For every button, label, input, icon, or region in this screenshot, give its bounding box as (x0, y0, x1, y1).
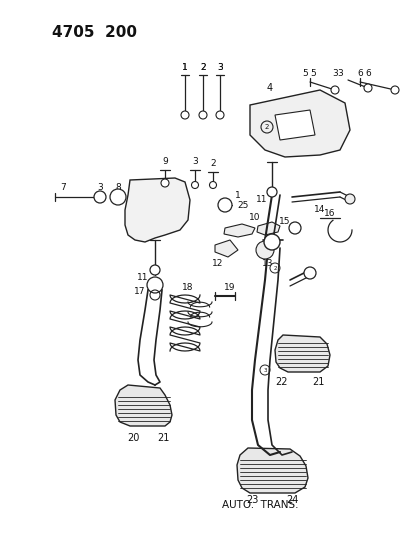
Circle shape (94, 191, 106, 203)
Polygon shape (237, 448, 308, 493)
Polygon shape (275, 335, 330, 372)
Text: 1: 1 (182, 63, 188, 72)
Polygon shape (224, 224, 255, 237)
Text: 3: 3 (217, 63, 223, 72)
Circle shape (216, 111, 224, 119)
Text: 1: 1 (182, 63, 188, 72)
Circle shape (161, 179, 169, 187)
Polygon shape (115, 385, 172, 426)
Text: 16: 16 (324, 209, 336, 219)
Text: 2: 2 (200, 63, 206, 72)
Text: 4: 4 (267, 83, 273, 93)
Circle shape (209, 182, 217, 189)
Text: 4705  200: 4705 200 (52, 25, 137, 40)
Text: 5: 5 (302, 69, 308, 78)
Text: 21: 21 (312, 377, 324, 387)
Text: 3: 3 (263, 367, 267, 373)
Text: 23: 23 (246, 495, 258, 505)
Text: 18: 18 (182, 284, 194, 293)
Circle shape (364, 84, 372, 92)
Text: 9: 9 (162, 157, 168, 166)
Text: 8: 8 (115, 183, 121, 192)
Text: 17: 17 (134, 287, 146, 296)
Text: 3: 3 (337, 69, 343, 77)
Text: 22: 22 (276, 377, 288, 387)
Text: 3: 3 (192, 157, 198, 166)
Text: 2: 2 (200, 63, 206, 72)
Text: 11: 11 (137, 273, 149, 282)
Circle shape (181, 111, 189, 119)
Polygon shape (250, 90, 350, 157)
Circle shape (264, 234, 280, 250)
Text: 3: 3 (97, 183, 103, 192)
Text: 6: 6 (365, 69, 371, 77)
Circle shape (199, 111, 207, 119)
Text: 20: 20 (127, 433, 139, 443)
Circle shape (256, 241, 274, 259)
Circle shape (150, 265, 160, 275)
Text: 7: 7 (60, 183, 66, 192)
Text: 10: 10 (249, 214, 261, 222)
Text: 2: 2 (265, 124, 269, 130)
Text: 5: 5 (310, 69, 316, 77)
Text: AUTO.  TRANS.: AUTO. TRANS. (222, 500, 298, 510)
Text: 13: 13 (262, 259, 274, 268)
Text: 1: 1 (235, 191, 241, 200)
Circle shape (391, 86, 399, 94)
Circle shape (110, 189, 126, 205)
Polygon shape (215, 240, 238, 257)
Text: 2: 2 (210, 158, 216, 167)
Text: 2: 2 (273, 265, 277, 271)
Text: 14: 14 (314, 206, 326, 214)
Circle shape (304, 267, 316, 279)
Text: 3: 3 (332, 69, 338, 77)
Polygon shape (125, 178, 190, 242)
Circle shape (267, 187, 277, 197)
Text: 12: 12 (212, 259, 224, 268)
Text: 3: 3 (217, 63, 223, 72)
Text: 19: 19 (224, 284, 236, 293)
Polygon shape (257, 222, 280, 235)
Circle shape (218, 198, 232, 212)
Text: 6: 6 (357, 69, 363, 77)
Polygon shape (275, 110, 315, 140)
Text: 21: 21 (157, 433, 169, 443)
Circle shape (345, 194, 355, 204)
Circle shape (191, 182, 199, 189)
Circle shape (331, 86, 339, 94)
Text: 25: 25 (237, 201, 248, 211)
Text: 15: 15 (279, 217, 291, 227)
Text: 11: 11 (256, 196, 268, 205)
Text: 24: 24 (286, 495, 298, 505)
